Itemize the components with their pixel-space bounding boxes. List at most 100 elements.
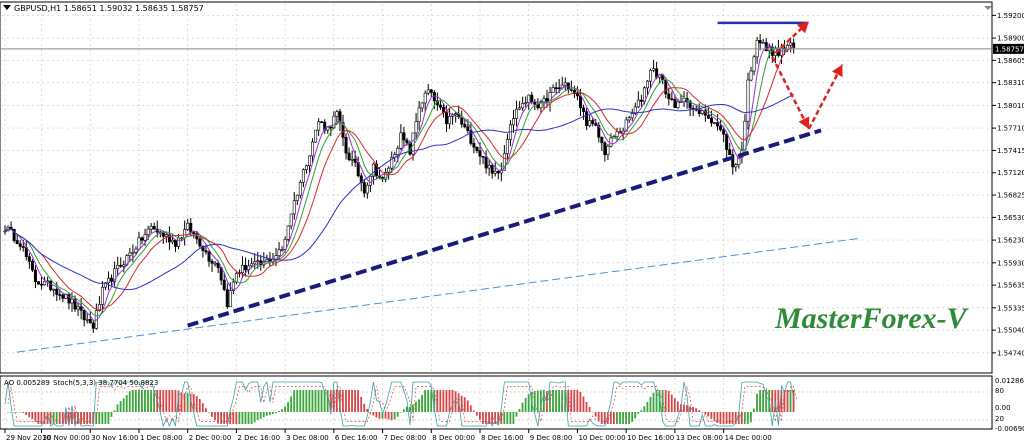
bear-candle bbox=[472, 143, 476, 148]
bear-candle bbox=[758, 40, 762, 44]
bull-candle bbox=[426, 89, 430, 94]
bull-candle bbox=[676, 101, 680, 108]
bull-candle bbox=[85, 319, 89, 321]
bear-candle bbox=[484, 156, 488, 169]
ao-bar bbox=[573, 390, 576, 412]
bull-candle bbox=[606, 145, 610, 155]
bear-candle bbox=[475, 146, 479, 151]
collapse-triangle-icon[interactable] bbox=[3, 5, 11, 10]
bear-candle bbox=[591, 120, 595, 124]
ao-bar bbox=[759, 390, 761, 412]
ao-bar bbox=[113, 410, 116, 412]
ao-bar bbox=[317, 390, 320, 412]
price-tick-label: 1.55635 bbox=[997, 282, 1024, 290]
ao-bar bbox=[555, 390, 557, 412]
ao-bar bbox=[241, 412, 244, 424]
ao-bar bbox=[479, 412, 481, 421]
ao-bar bbox=[625, 412, 627, 424]
ao-bar bbox=[22, 412, 25, 413]
bull-candle bbox=[515, 108, 519, 119]
bull-candle bbox=[304, 165, 308, 171]
ao-bar bbox=[10, 412, 12, 413]
bear-candle bbox=[18, 243, 22, 247]
ao-bar bbox=[698, 410, 701, 412]
ao-bar bbox=[278, 410, 280, 412]
ao-bar bbox=[217, 412, 219, 424]
ao-bar bbox=[619, 412, 621, 424]
bull-candle bbox=[253, 261, 257, 265]
forecast-arrow-head-icon bbox=[831, 64, 843, 78]
ao-bar bbox=[524, 397, 527, 412]
ao-bar bbox=[134, 390, 137, 412]
ao-bar bbox=[570, 390, 573, 412]
bear-candle bbox=[490, 164, 494, 174]
bull-candle bbox=[265, 259, 269, 262]
ao-bar bbox=[488, 412, 490, 424]
ao-bar bbox=[716, 412, 719, 423]
ao-bar bbox=[360, 397, 363, 412]
ao-bar bbox=[518, 408, 521, 412]
time-tick-label: 29 Nov 2010 bbox=[6, 434, 51, 442]
ao-bar bbox=[275, 412, 277, 414]
bull-candle bbox=[250, 263, 254, 267]
ao-bar bbox=[43, 412, 46, 424]
bear-candle bbox=[198, 238, 202, 247]
bull-candle bbox=[633, 106, 637, 114]
time-tick-label: 2 Dec 00:00 bbox=[189, 434, 232, 442]
ao-bar bbox=[329, 390, 332, 412]
ao-bar bbox=[512, 412, 515, 424]
ao-bar bbox=[695, 408, 698, 412]
bear-candle bbox=[722, 129, 726, 135]
ao-bar bbox=[390, 412, 393, 421]
ao-bar bbox=[628, 412, 631, 424]
ao-bar bbox=[345, 390, 347, 412]
bear-candle bbox=[207, 251, 211, 262]
bear-candle bbox=[600, 136, 604, 144]
ao-bar bbox=[670, 394, 673, 412]
bull-candle bbox=[143, 234, 147, 241]
bull-candle bbox=[521, 103, 525, 109]
ao-bar bbox=[201, 403, 204, 412]
bull-candle bbox=[527, 94, 531, 103]
ao-bar bbox=[536, 390, 539, 412]
ao-bar bbox=[204, 408, 207, 412]
ao-bar bbox=[168, 390, 171, 412]
bull-candle bbox=[131, 251, 135, 254]
ao-bar bbox=[284, 406, 286, 412]
bear-candle bbox=[140, 237, 144, 241]
bull-candle bbox=[103, 282, 107, 288]
bear-candle bbox=[67, 294, 71, 304]
ao-bar bbox=[622, 412, 624, 424]
time-tick-label: 14 Dec 00:00 bbox=[725, 434, 772, 442]
ao-bar bbox=[104, 412, 107, 424]
ao-bar bbox=[466, 400, 469, 412]
bear-candle bbox=[192, 232, 196, 234]
grid bbox=[2, 4, 990, 428]
ao-bar bbox=[652, 392, 655, 412]
bear-candle bbox=[91, 322, 95, 329]
bull-candle bbox=[387, 167, 391, 173]
bull-candle bbox=[563, 82, 567, 86]
bear-candle bbox=[585, 111, 589, 126]
ao-bar bbox=[153, 390, 156, 412]
ao-bar bbox=[74, 412, 76, 424]
ao-bar bbox=[549, 390, 551, 412]
forecast-arrow-head-icon bbox=[796, 21, 809, 34]
bear-candle bbox=[82, 309, 86, 321]
bull-candle bbox=[749, 70, 753, 81]
ao-bar bbox=[463, 397, 466, 412]
ao-bar bbox=[451, 390, 454, 412]
ao-bar bbox=[585, 401, 588, 412]
ao-bar bbox=[208, 412, 210, 413]
ao-bar bbox=[603, 412, 606, 424]
ao-bar bbox=[412, 404, 414, 412]
panel-menu-icon[interactable] bbox=[984, 6, 992, 10]
bull-candle bbox=[317, 121, 321, 131]
bull-candle bbox=[307, 155, 311, 167]
ao-bar bbox=[649, 396, 652, 412]
ao-bar bbox=[753, 408, 755, 412]
bear-candle bbox=[21, 246, 25, 248]
drawings-back bbox=[17, 238, 858, 353]
ao-bar bbox=[302, 390, 305, 412]
ao-bar bbox=[189, 393, 192, 412]
